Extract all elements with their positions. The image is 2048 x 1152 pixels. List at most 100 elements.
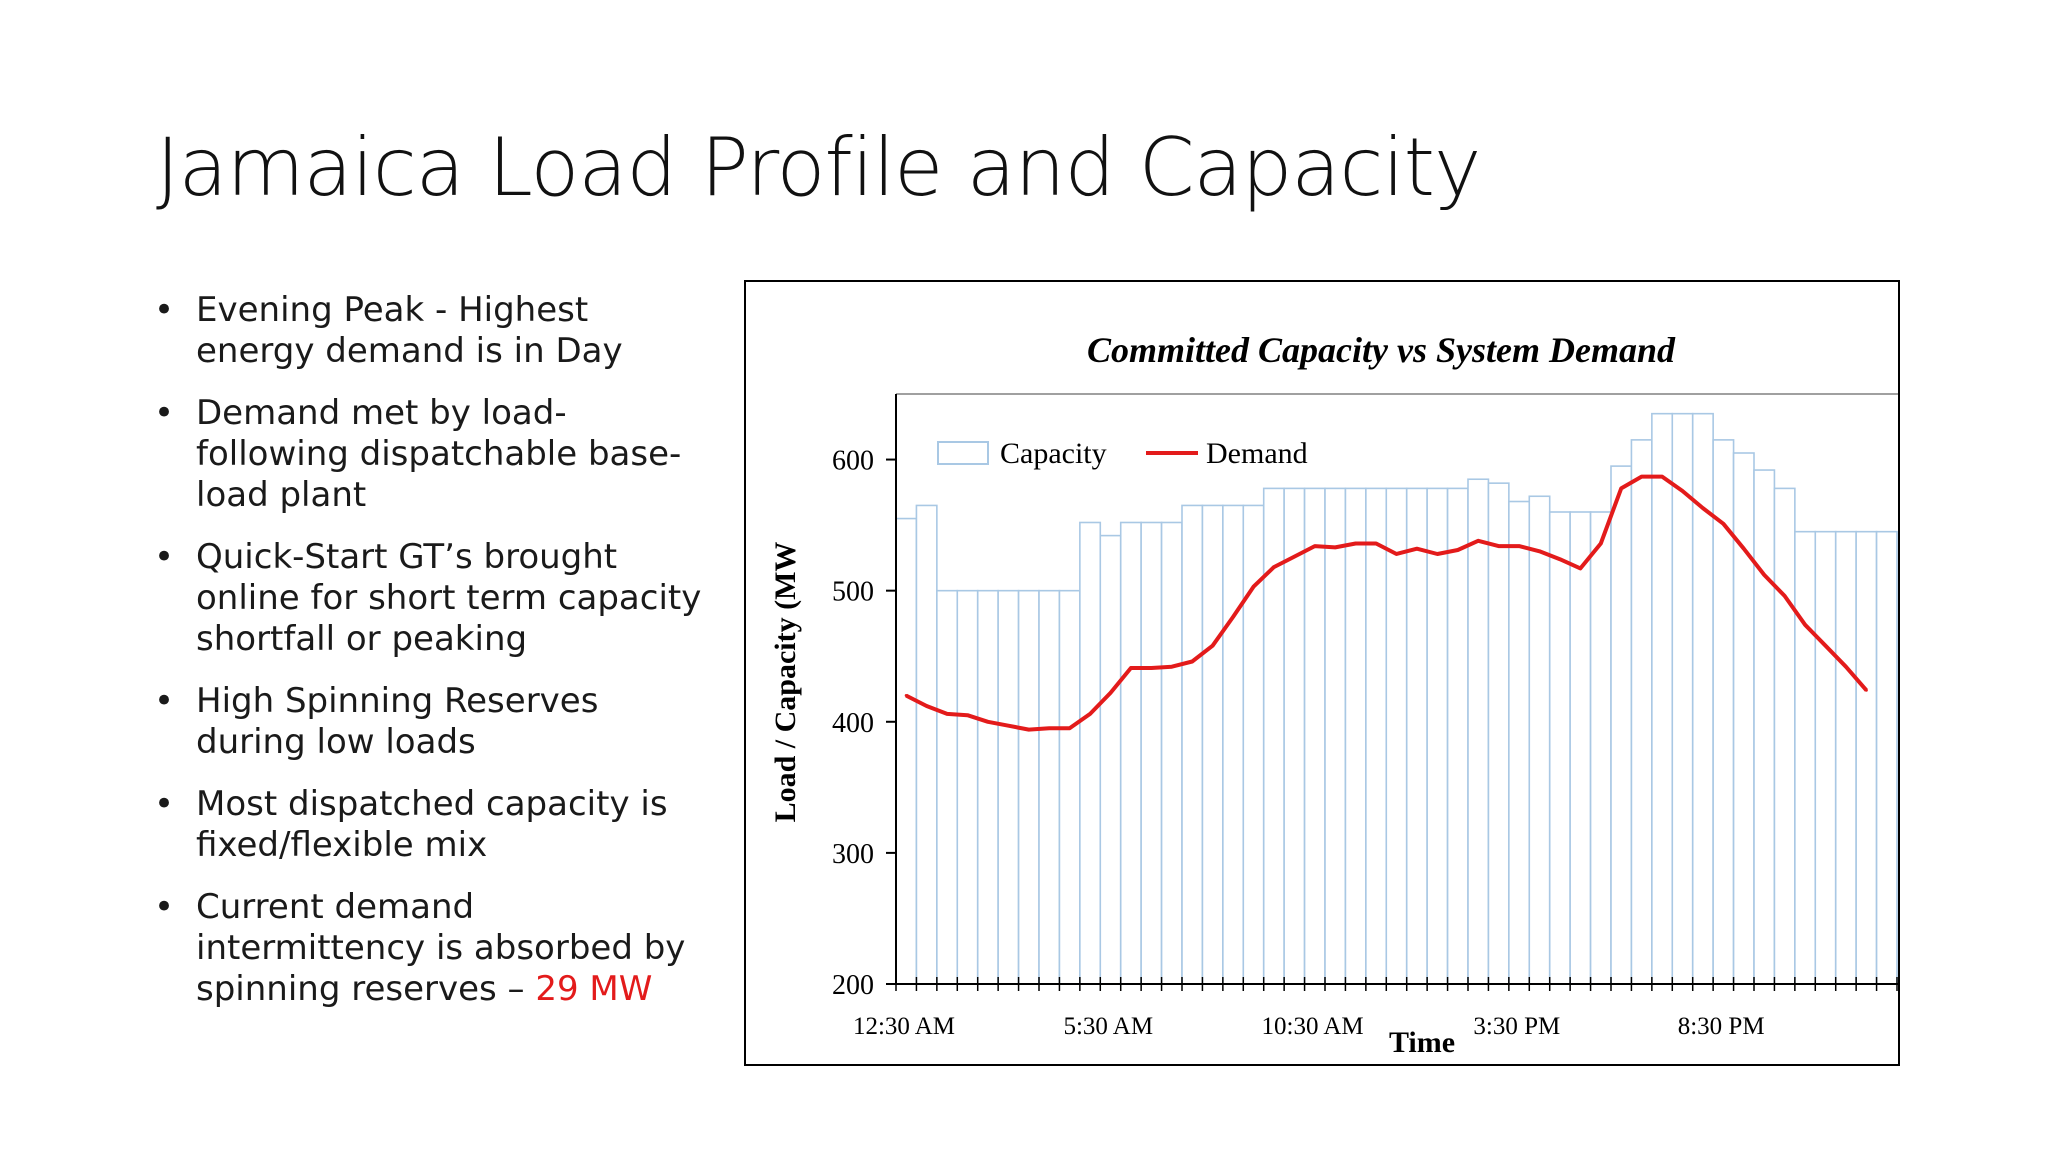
capacity-bar	[1324, 487, 1347, 985]
bullet-text: Demand met by load-following dispatchabl…	[196, 393, 682, 515]
capacity-bar	[1365, 487, 1388, 985]
bullet-highlight: 29 MW	[535, 969, 653, 1009]
bullet-list: • Evening Peak - Highest energy demand is…	[150, 290, 710, 1031]
capacity-bar	[1222, 504, 1245, 985]
y-tick-label: 400	[832, 708, 874, 739]
demand-point	[1170, 665, 1174, 669]
capacity-bar	[1773, 487, 1796, 985]
capacity-bar	[1467, 478, 1490, 985]
demand-point	[1374, 541, 1378, 545]
demand-point	[1864, 688, 1868, 692]
capacity-bar	[936, 589, 959, 985]
capacity-bar	[1548, 511, 1571, 985]
demand-point	[1047, 726, 1051, 730]
y-tick-label: 500	[832, 577, 874, 608]
demand-point	[1109, 691, 1112, 695]
capacity-bar	[1160, 521, 1183, 985]
capacity-bar	[1487, 482, 1510, 985]
chart-title: Committed Capacity vs System Demand	[1087, 330, 1676, 370]
demand-point	[1681, 489, 1684, 493]
demand-point	[1619, 486, 1623, 490]
bullet-marker: •	[154, 784, 175, 824]
demand-point	[1313, 544, 1317, 548]
chart-frame: Committed Capacity vs System Demand 200 3…	[744, 280, 1900, 1066]
capacity-bar	[1181, 504, 1204, 985]
demand-point	[1701, 506, 1705, 510]
demand-point	[1088, 712, 1092, 716]
demand-point	[1354, 541, 1358, 545]
x-tick-label: 10:30 AM	[1262, 1013, 1364, 1040]
demand-point	[1783, 594, 1787, 598]
capacity-bar	[1814, 530, 1837, 985]
slide-title: Jamaica Load Profile and Capacity	[156, 121, 1481, 214]
capacity-bar	[1834, 530, 1857, 985]
capacity-bar	[1855, 530, 1878, 985]
demand-point	[1824, 644, 1827, 648]
capacity-bar	[1753, 469, 1776, 985]
capacity-bar	[1794, 530, 1817, 985]
demand-point	[1456, 548, 1460, 552]
capacity-bar	[1119, 521, 1142, 985]
bullet-marker: •	[154, 393, 175, 433]
x-axis-label: Time	[1389, 1026, 1455, 1059]
demand-point	[1517, 544, 1521, 548]
demand-point	[1190, 659, 1194, 663]
capacity-bar	[1038, 589, 1061, 985]
demand-line-layer	[904, 474, 1868, 732]
bullet-marker: •	[154, 537, 175, 577]
y-tick-label: 600	[832, 446, 874, 477]
capacity-bar	[1017, 589, 1040, 985]
capacity-bar	[1344, 487, 1367, 985]
demand-point	[1333, 545, 1337, 549]
demand-point	[1272, 565, 1276, 569]
capacity-bar	[1079, 521, 1102, 985]
y-tick-label: 300	[832, 839, 874, 870]
capacity-bar	[1732, 452, 1755, 985]
capacity-bar	[1589, 511, 1612, 985]
demand-point	[1476, 539, 1480, 543]
bullet-item: • Current demand intermittency is absorbe…	[150, 887, 710, 1010]
demand-point	[966, 713, 969, 717]
capacity-bar	[997, 589, 1020, 985]
demand-point	[1149, 666, 1153, 670]
demand-point	[1558, 557, 1562, 561]
bullet-item: • Most dispatched capacity is fixed/flexi…	[150, 784, 710, 866]
bullet-item: • High Spinning Reserves during low loads	[150, 681, 710, 763]
capacity-bar	[915, 504, 938, 985]
capacity-bar	[1610, 465, 1633, 985]
capacity-bar	[1528, 495, 1551, 985]
bullet-item: • Evening Peak - Highest energy demand is…	[150, 290, 710, 372]
demand-point	[1292, 555, 1296, 559]
demand-point	[1803, 623, 1807, 627]
demand-point	[1538, 549, 1541, 553]
demand-point	[1497, 544, 1501, 548]
y-axis-label: Load / Capacity (MW	[769, 542, 802, 823]
y-tick-label: 200	[832, 970, 874, 1001]
capacity-bar	[1140, 521, 1163, 985]
bullet-marker: •	[154, 681, 175, 721]
capacity-bar	[1875, 530, 1898, 985]
bullet-marker: •	[154, 887, 175, 927]
demand-point	[1844, 665, 1848, 669]
bullet-marker: •	[154, 290, 175, 330]
legend-swatch-capacity	[937, 441, 989, 465]
capacity-bar	[1508, 500, 1531, 985]
demand-point	[1721, 522, 1725, 526]
x-tick-label: 3:30 PM	[1473, 1013, 1560, 1040]
capacity-bar	[1691, 412, 1714, 985]
capacity-bar	[1385, 487, 1408, 985]
demand-point	[1660, 475, 1664, 479]
demand-point	[1762, 573, 1766, 577]
capacity-bar	[1201, 504, 1224, 985]
axes: 200 300 400 500 600 12:30 AM 5:30 AM 10:30 AM 3:…	[832, 394, 1898, 1040]
demand-point	[1006, 724, 1010, 728]
demand-point	[1068, 726, 1072, 730]
capacity-bar	[895, 517, 918, 985]
bullet-text: Most dispatched capacity is fixed/flexib…	[196, 784, 668, 865]
demand-point	[1640, 475, 1644, 479]
legend-label-demand: Demand	[1206, 437, 1308, 470]
legend-label-capacity: Capacity	[1000, 437, 1107, 470]
demand-point	[1395, 552, 1398, 556]
demand-point	[1415, 547, 1419, 551]
bullet-item: • Quick-Start GT’s brought online for sho…	[150, 537, 710, 660]
